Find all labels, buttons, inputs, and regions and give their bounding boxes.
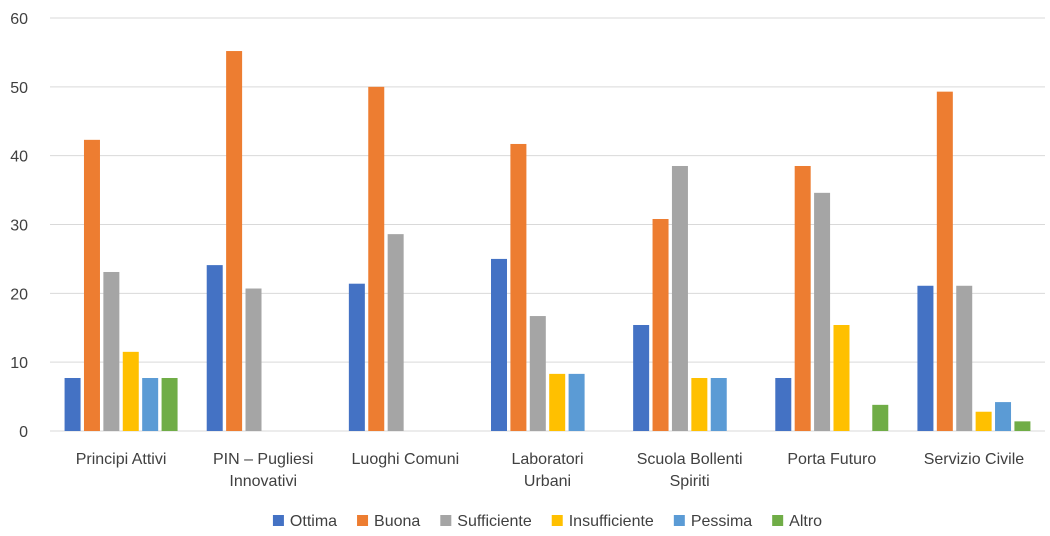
y-tick-label: 20 — [10, 286, 28, 303]
bar-ottima-6 — [917, 285, 934, 431]
bar-sufficiente-2 — [387, 234, 404, 431]
bar-pessima-6 — [995, 402, 1012, 431]
bar-buona-2 — [368, 86, 385, 431]
bar-pessima-0 — [142, 377, 159, 431]
bar-insufficiente-5 — [833, 324, 850, 431]
legend-label: Buona — [374, 513, 420, 530]
bar-ottima-1 — [206, 265, 223, 431]
bar-insufficiente-4 — [691, 377, 708, 431]
bar-insufficiente-6 — [975, 411, 992, 431]
x-category-label: PIN – Pugliesi — [213, 451, 314, 468]
legend-swatch-altro — [772, 515, 784, 526]
bar-insufficiente-3 — [549, 373, 566, 431]
y-tick-label: 50 — [10, 80, 28, 97]
x-category-label: Luoghi Comuni — [352, 451, 460, 468]
legend-label: Ottima — [290, 513, 337, 530]
bar-buona-0 — [83, 139, 100, 431]
y-tick-label: 60 — [10, 11, 28, 28]
bars — [64, 51, 1031, 431]
x-category-label: Porta Futuro — [787, 451, 876, 468]
y-tick-label: 0 — [19, 424, 28, 441]
y-tick-label: 10 — [10, 355, 28, 372]
legend-label: Sufficiente — [457, 513, 532, 530]
y-tick-label: 40 — [10, 149, 28, 166]
legend: Ottima Buona Sufficiente Insufficiente Pessi… — [272, 513, 822, 530]
gridlines — [50, 17, 1045, 432]
x-category-label: Servizio Civile — [924, 451, 1025, 468]
bar-sufficiente-0 — [103, 271, 120, 431]
bar-buona-1 — [226, 51, 243, 431]
bar-pessima-4 — [710, 377, 727, 431]
bar-altro-5 — [872, 404, 889, 431]
bar-pessima-3 — [568, 373, 585, 431]
bar-altro-6 — [1014, 421, 1031, 431]
bar-insufficiente-0 — [122, 351, 139, 431]
bar-buona-5 — [794, 165, 811, 431]
x-category-label: Spiriti — [670, 473, 710, 490]
legend-swatch-ottima — [272, 515, 284, 526]
y-tick-label: 30 — [10, 218, 28, 235]
legend-swatch-pessima — [673, 515, 685, 526]
bar-ottima-0 — [64, 377, 81, 431]
legend-swatch-insufficiente — [551, 515, 563, 526]
bar-sufficiente-3 — [529, 316, 546, 431]
bar-altro-0 — [161, 377, 178, 431]
bar-ottima-3 — [491, 258, 507, 431]
bar-sufficiente-6 — [956, 285, 973, 431]
x-category-label: Scuola Bollenti — [637, 451, 743, 468]
legend-label: Altro — [789, 513, 822, 530]
bar-sufficiente-4 — [671, 165, 688, 431]
bar-buona-3 — [510, 143, 527, 431]
y-axis-ticks: 0 10 20 30 40 50 60 — [10, 11, 28, 441]
x-category-label: Laboratori — [511, 451, 583, 468]
legend-label: Pessima — [691, 513, 752, 530]
bar-ottima-2 — [348, 283, 365, 431]
bar-buona-6 — [936, 91, 953, 431]
bar-ottima-5 — [775, 377, 792, 431]
bar-buona-4 — [652, 218, 669, 431]
legend-swatch-buona — [357, 515, 369, 526]
bar-sufficiente-5 — [814, 192, 831, 431]
x-category-label: Principi Attivi — [76, 451, 167, 468]
legend-swatch-sufficiente — [440, 515, 452, 526]
x-category-label: Innovativi — [229, 473, 297, 490]
x-category-label: Urbani — [524, 473, 571, 490]
bar-ottima-4 — [633, 324, 650, 431]
x-axis-categories: Principi Attivi PIN – Pugliesi Innovativi L… — [76, 451, 1025, 490]
bar-sufficiente-1 — [245, 288, 262, 431]
legend-label: Insufficiente — [569, 513, 654, 530]
